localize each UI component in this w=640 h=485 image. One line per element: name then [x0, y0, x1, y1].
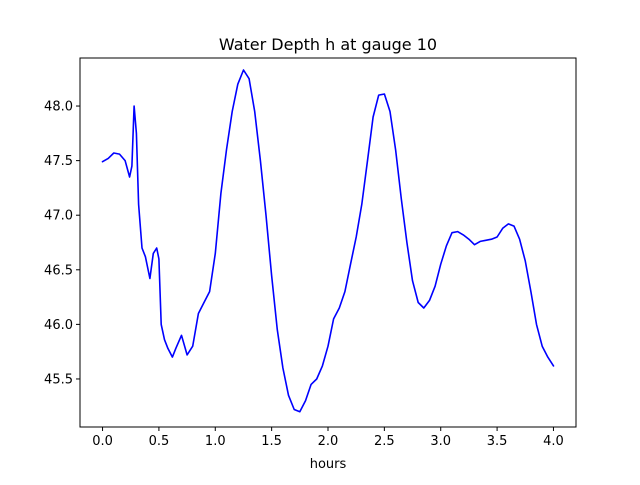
y-tick-label: 46.0	[44, 318, 73, 333]
x-tick-label: 0.0	[92, 434, 113, 449]
x-tick-label: 3.5	[487, 434, 508, 449]
y-tick-label: 46.5	[44, 263, 73, 278]
plot-frame	[79, 57, 577, 428]
x-tick-label: 1.5	[261, 434, 282, 449]
x-axis-label: hours	[310, 457, 347, 472]
x-axis-ticks: 0.0 0.5 1.0 1.5 2.0 2.5 3.0 3.5 4.0	[92, 427, 564, 449]
y-axis-ticks: 45.5 46.0 46.5 47.0 47.5 48.0	[44, 100, 80, 387]
x-tick-label: 3.0	[430, 434, 451, 449]
series-line-water-depth	[101, 69, 555, 413]
y-tick-label: 47.5	[44, 154, 73, 169]
x-tick-label: 0.5	[149, 434, 170, 449]
y-tick-label: 48.0	[44, 100, 73, 115]
chart-title: Water Depth h at gauge 10	[219, 35, 437, 54]
y-tick-label: 45.5	[44, 372, 73, 387]
series-layer	[101, 69, 555, 413]
y-tick-label: 47.0	[44, 209, 73, 224]
x-tick-label: 4.0	[543, 434, 564, 449]
x-tick-label: 2.5	[374, 434, 395, 449]
x-tick-label: 2.0	[318, 434, 339, 449]
x-tick-label: 1.0	[205, 434, 226, 449]
